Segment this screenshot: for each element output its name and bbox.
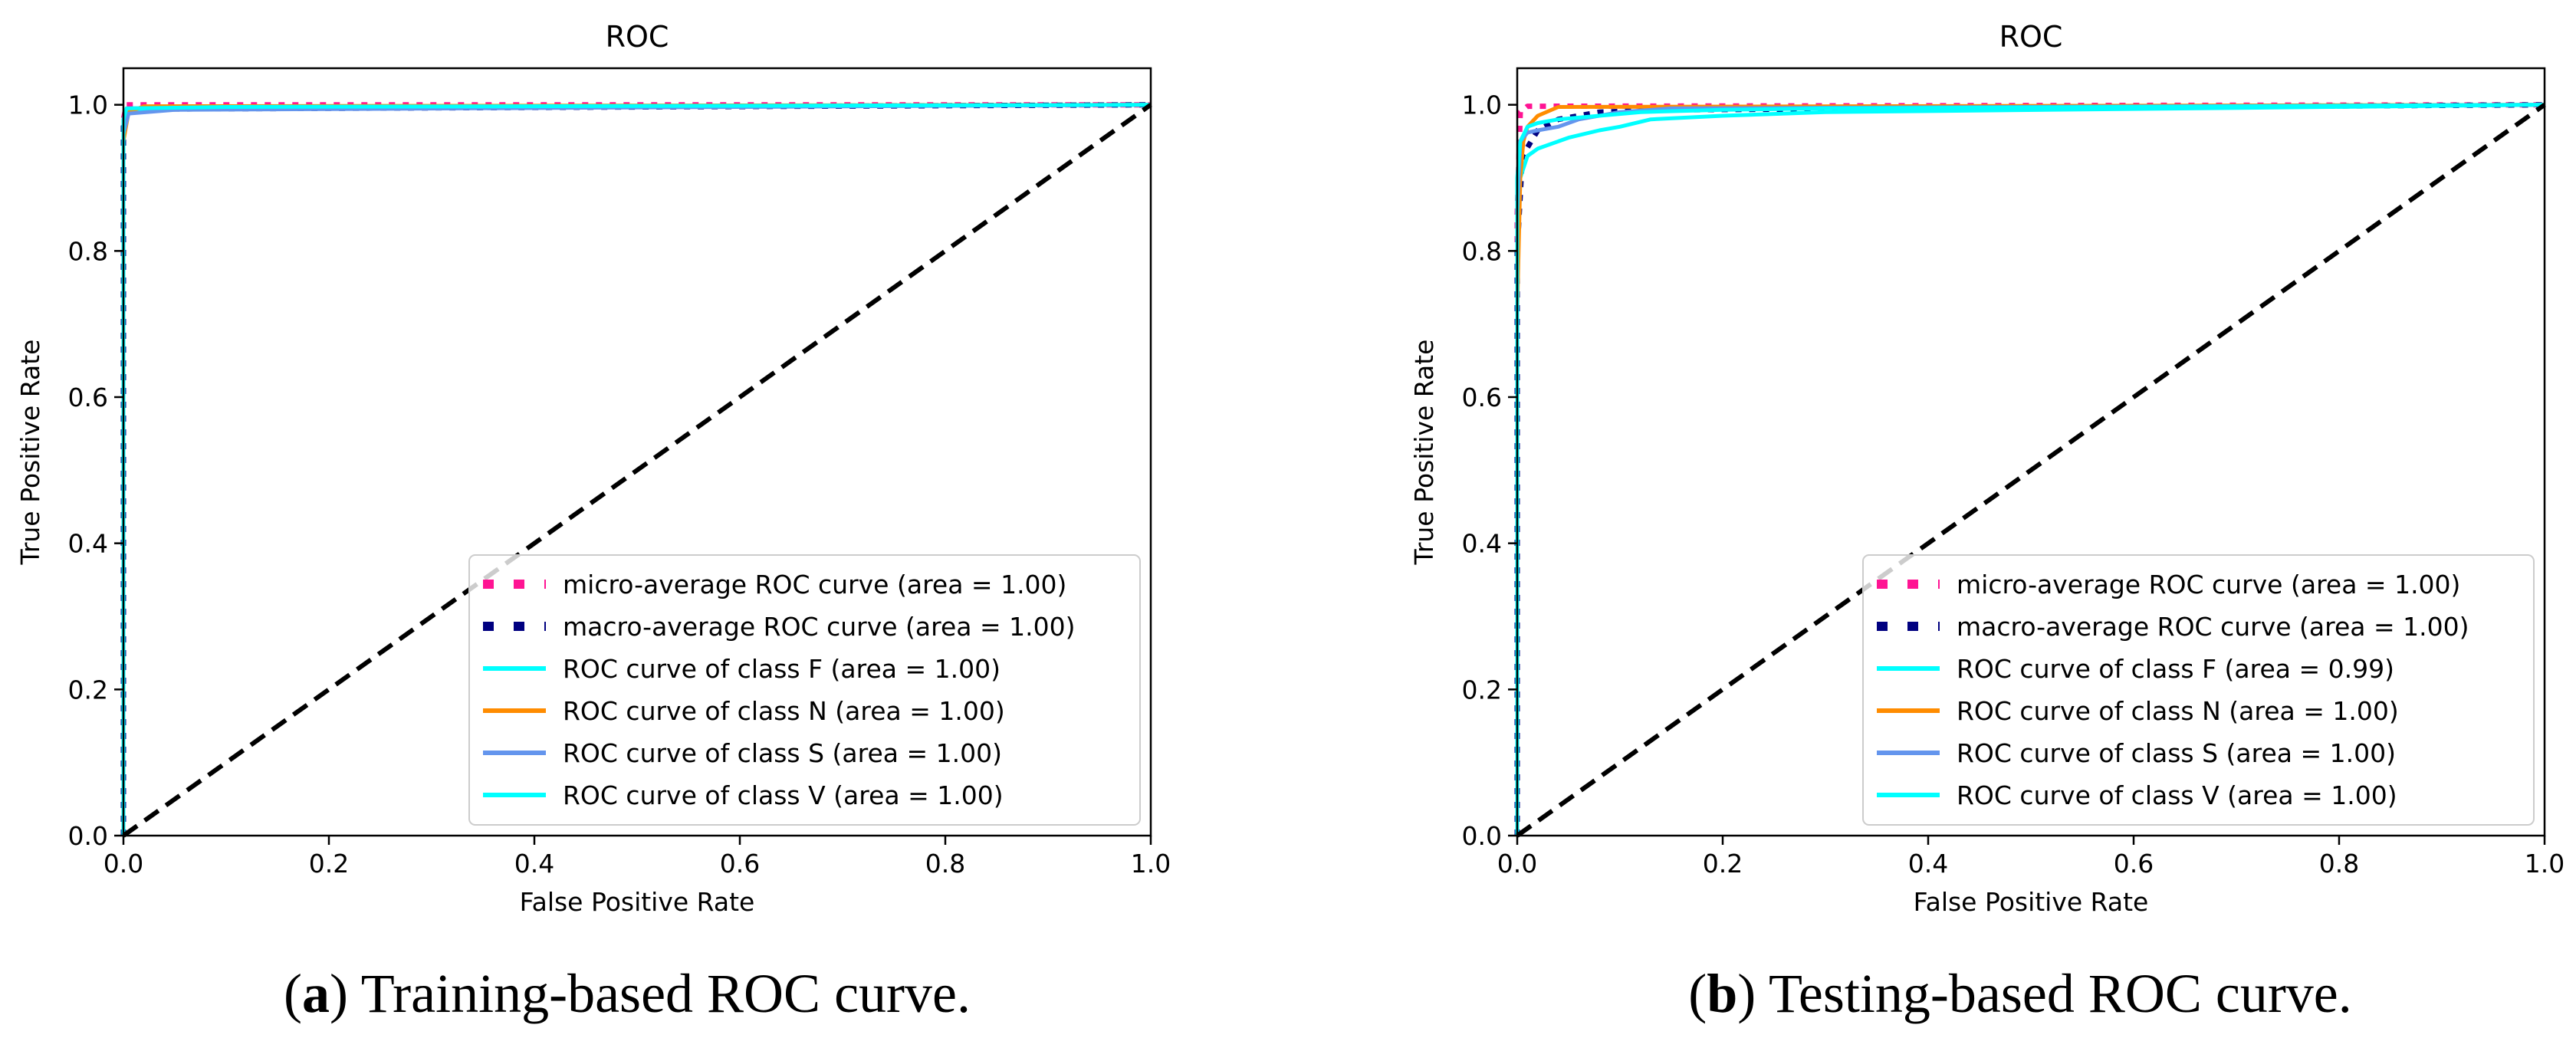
legend-box [468, 554, 1141, 826]
y-axis-label: True Positive Rate [1409, 340, 1439, 566]
series-line-5 [1515, 103, 2545, 836]
y-tick-label: 0.8 [1462, 236, 1502, 266]
x-tick-label: 0.8 [2319, 849, 2359, 879]
figure-caption: (a) Training-based ROC curve. [284, 963, 971, 1024]
y-tick-label: 0.2 [68, 675, 108, 705]
x-tick-label: 0.4 [1908, 849, 1948, 879]
y-tick-label: 0.0 [68, 821, 108, 851]
y-tick-label: 0.2 [1462, 675, 1502, 705]
series-group [120, 102, 1152, 838]
legend-label: ROC curve of class N (area = 1.00) [1957, 696, 2399, 726]
x-tick-label: 0.0 [104, 849, 143, 879]
x-tick-label: 0.2 [1703, 849, 1743, 879]
chart-panel-a: 0.0 0.2 0.4 0.6 0.8 1.0 0.0 0.2 0.4 0.6 0.8 1.0 ROC F… [15, 20, 1171, 1024]
legend-label: macro-average ROC curve (area = 1.00) [563, 612, 1075, 642]
x-tick-label: 1.0 [2525, 849, 2564, 879]
y-tick-label: 0.6 [68, 383, 108, 412]
legend-label: ROC curve of class V (area = 1.00) [1957, 780, 2397, 810]
caption-letter: a [302, 963, 330, 1024]
legend-label: ROC curve of class F (area = 0.99) [1957, 654, 2394, 684]
figure-caption: (b) Testing-based ROC curve. [1688, 963, 2352, 1024]
legend-label: ROC curve of class S (area = 1.00) [1957, 738, 2396, 768]
y-tick-label: 0.4 [1462, 529, 1502, 559]
legend-label: ROC curve of class N (area = 1.00) [563, 696, 1005, 726]
legend-box [1862, 554, 2535, 826]
x-tick-label: 0.2 [309, 849, 349, 879]
caption-text: Testing-based ROC curve. [1769, 963, 2352, 1024]
x-tick-label: 0.4 [514, 849, 554, 879]
x-tick-label: 0.6 [2114, 849, 2154, 879]
plot-frame [122, 67, 1152, 837]
y-tick-label: 0.8 [68, 236, 108, 266]
y-tick-label: 0.0 [1462, 821, 1502, 851]
y-axis-label: True Positive Rate [15, 340, 45, 566]
chart-panel-b: 0.0 0.2 0.4 0.6 0.8 1.0 0.0 0.2 0.4 0.6 0.8 1.0 ROC F… [1409, 20, 2564, 1024]
x-tick-label: 0.6 [720, 849, 760, 879]
diagonal-chance-line [122, 103, 1152, 838]
caption-paren: ) [1737, 963, 1769, 1024]
caption-paren: ( [284, 963, 302, 1024]
chart-title: ROC [1999, 20, 2063, 54]
legend-label: ROC curve of class F (area = 1.00) [563, 654, 1001, 684]
caption-paren: ( [1688, 963, 1707, 1024]
caption-paren: ) [330, 963, 361, 1024]
x-tick-label: 1.0 [1131, 849, 1171, 879]
caption-text: Training-based ROC curve. [361, 963, 971, 1024]
legend-label: ROC curve of class S (area = 1.00) [563, 738, 1002, 768]
y-tick-label: 0.4 [68, 529, 108, 559]
legend: micro-average ROC curve (area = 1.00) mac… [1862, 554, 2535, 826]
series-line-1 [1514, 102, 2545, 836]
legend: micro-average ROC curve (area = 1.00) mac… [468, 554, 1141, 826]
x-axis-label: False Positive Rate [520, 887, 755, 917]
y-tick-label: 1.0 [68, 90, 108, 120]
y-tick-label: 1.0 [1462, 90, 1502, 120]
x-tick-label: 0.0 [1497, 849, 1537, 879]
legend-label: macro-average ROC curve (area = 1.00) [1957, 612, 2469, 642]
legend-label: ROC curve of class V (area = 1.00) [563, 780, 1004, 810]
legend-label: micro-average ROC curve (area = 1.00) [563, 570, 1066, 599]
y-tick-label: 0.6 [1462, 383, 1502, 412]
x-tick-label: 0.8 [925, 849, 965, 879]
legend-label: micro-average ROC curve (area = 1.00) [1957, 570, 2460, 599]
caption-letter: b [1707, 963, 1737, 1024]
plot-frame [1516, 67, 2546, 837]
diagonal-chance-line [1516, 103, 2546, 838]
x-axis-label: False Positive Rate [1914, 887, 2149, 917]
chart-title: ROC [606, 20, 669, 54]
